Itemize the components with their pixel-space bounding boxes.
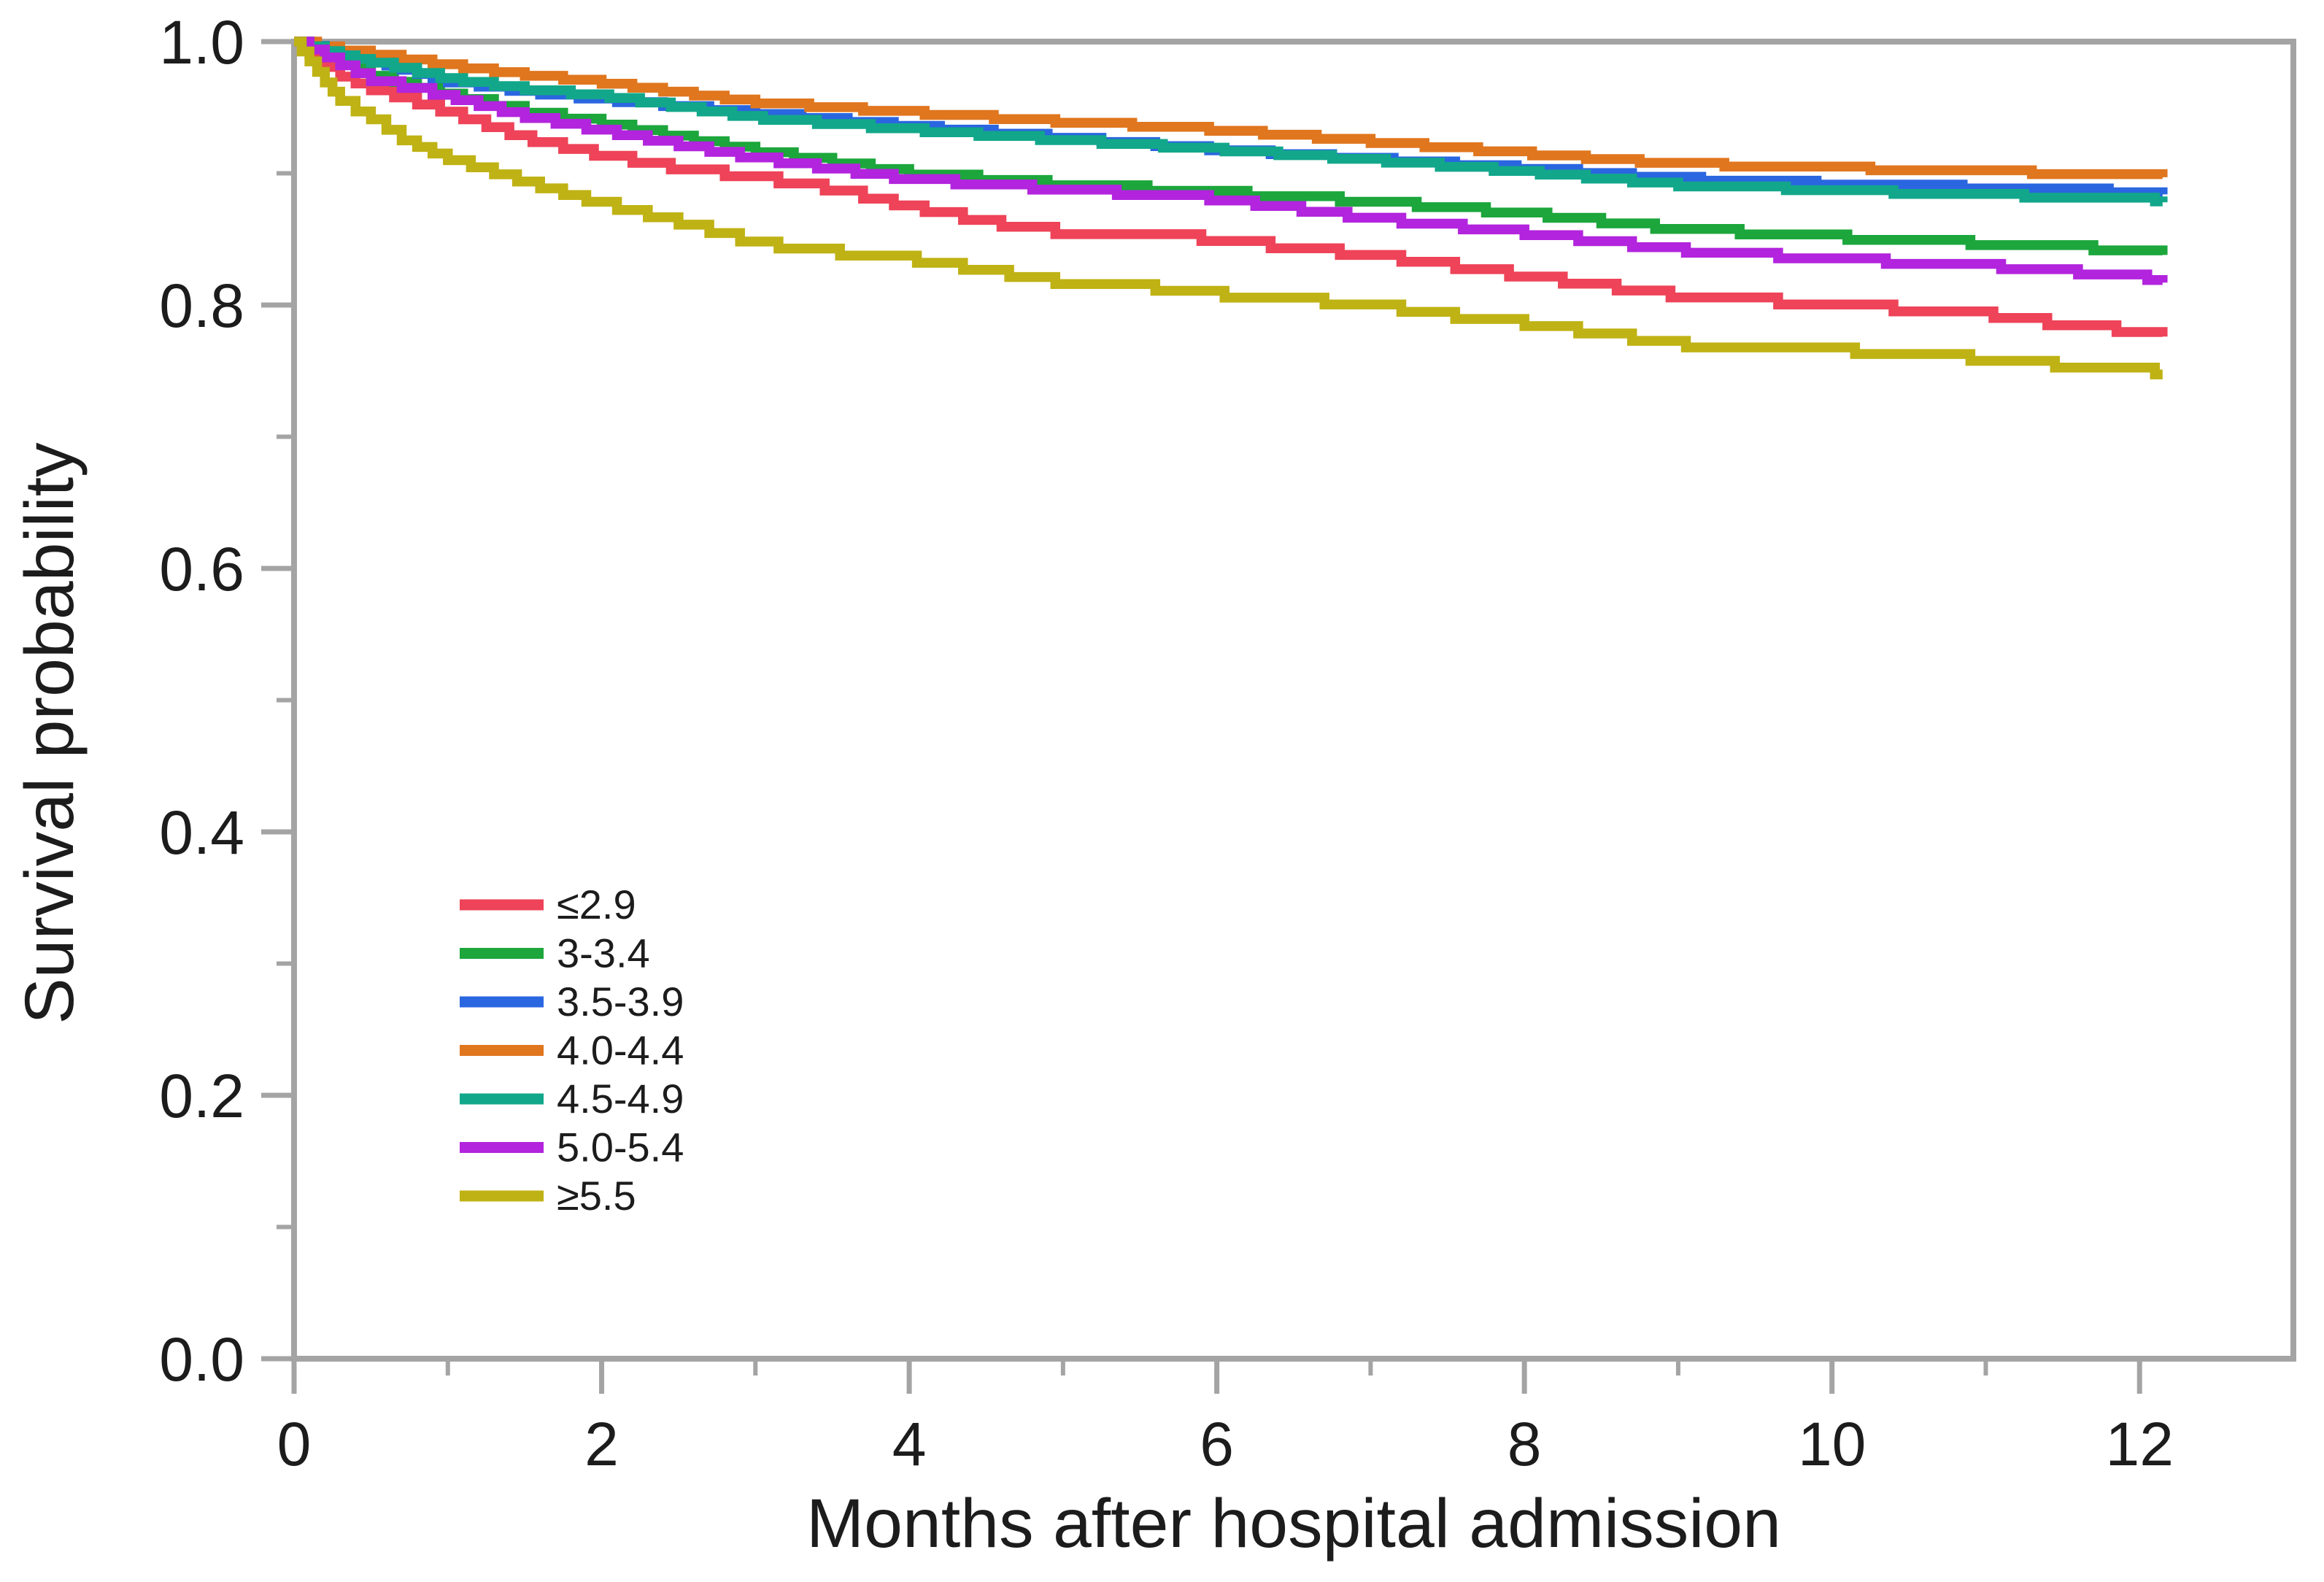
x-tick-label: 12	[2106, 1410, 2174, 1478]
survival-curve-0	[294, 36, 2168, 337]
y-axis-tick-labels: 0.0 0.2 0.4 0.6 0.8 1.0	[159, 8, 244, 1394]
legend-item: 3.5-3.9	[460, 979, 684, 1025]
x-axis-ticks	[291, 1359, 2142, 1394]
legend-label: 3.5-3.9	[557, 979, 684, 1025]
legend-label: ≤2.9	[557, 881, 636, 927]
survival-curve-4	[294, 36, 2168, 207]
x-axis-title: Months after hospital admission	[806, 1485, 1781, 1562]
legend-label: 4.0-4.4	[557, 1027, 684, 1073]
legend-item: ≤2.9	[460, 881, 636, 927]
y-tick-label: 0.8	[159, 271, 244, 340]
x-tick-label: 10	[1798, 1410, 1866, 1478]
y-tick-label: 0.2	[159, 1062, 244, 1130]
y-tick-label: 0.6	[159, 535, 244, 603]
legend-item: 5.0-5.4	[460, 1124, 684, 1170]
y-tick-label: 1.0	[159, 8, 244, 77]
y-axis-ticks	[261, 39, 294, 1362]
y-tick-label: 0.0	[159, 1325, 244, 1394]
x-axis-tick-labels: 0 2 4 6 8 10 12	[277, 1410, 2174, 1478]
x-tick-label: 4	[892, 1410, 927, 1478]
legend-label: 3-3.4	[557, 930, 650, 976]
x-tick-label: 8	[1507, 1410, 1542, 1478]
y-tick-label: 0.4	[159, 798, 244, 867]
legend-item: ≥5.5	[460, 1173, 636, 1219]
survival-curves	[294, 36, 2168, 379]
survival-curve-5	[294, 36, 2168, 285]
legend-item: 3-3.4	[460, 930, 650, 976]
legend-item: 4.0-4.4	[460, 1027, 684, 1073]
legend-label: 5.0-5.4	[557, 1124, 684, 1170]
x-tick-label: 2	[584, 1410, 619, 1478]
legend-label: ≥5.5	[557, 1173, 636, 1219]
legend: ≤2.93-3.43.5-3.94.0-4.44.5-4.95.0-5.4≥5.…	[460, 881, 684, 1219]
legend-label: 4.5-4.9	[557, 1076, 684, 1122]
x-tick-label: 6	[1200, 1410, 1234, 1478]
survival-curve-6	[294, 36, 2163, 379]
y-axis-title: Survival probability	[11, 442, 88, 1025]
legend-item: 4.5-4.9	[460, 1076, 684, 1122]
survival-curve-3	[294, 36, 2168, 180]
x-tick-label: 0	[277, 1410, 312, 1478]
